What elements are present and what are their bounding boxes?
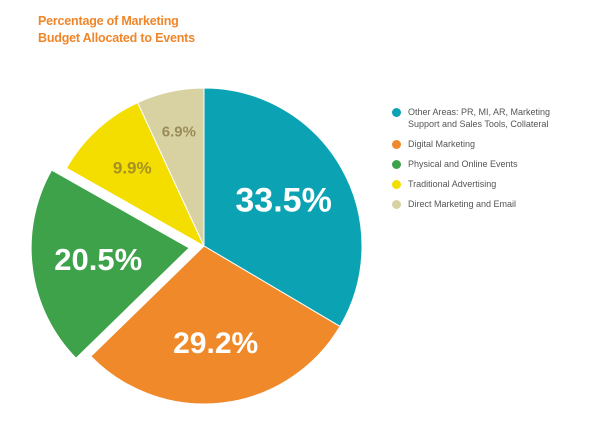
legend-label-1: Other Areas: PR, MI, AR, Marketing Suppor…	[408, 106, 550, 130]
slice-label-3: 20.5%	[54, 242, 142, 277]
legend-item-2: Digital Marketing	[392, 138, 597, 150]
pie-slice-3	[30, 169, 190, 359]
chart-title-line-1: Percentage of Marketing	[38, 14, 179, 28]
legend-swatch-4	[392, 180, 401, 189]
legend-label-4: Traditional Advertising	[408, 178, 496, 190]
slice-label-5: 6.9%	[162, 123, 196, 140]
legend-item-4: Traditional Advertising	[392, 178, 597, 190]
legend-item-5: Direct Marketing and Email	[392, 198, 597, 210]
legend-item-3: Physical and Online Events	[392, 158, 597, 170]
legend: Other Areas: PR, MI, AR, Marketing Suppor…	[392, 106, 597, 218]
slice-label-4: 9.9%	[113, 159, 152, 178]
chart-title: Percentage of Marketing Budget Allocated…	[38, 13, 258, 47]
legend-label-line: Support and Sales Tools, Collateral	[408, 119, 549, 129]
legend-label-line: Traditional Advertising	[408, 179, 497, 189]
pie-slice-1	[203, 87, 363, 328]
legend-swatch-5	[392, 200, 401, 209]
legend-label-3: Physical and Online Events	[408, 158, 518, 170]
legend-swatch-2	[392, 140, 401, 149]
legend-swatch-3	[392, 160, 401, 169]
slice-label-2: 29.2%	[173, 327, 258, 360]
legend-label-line: Digital Marketing	[408, 139, 476, 149]
legend-label-line: Direct Marketing and Email	[408, 199, 517, 209]
pie-slice-2	[90, 245, 341, 405]
legend-label-line: Physical and Online Events	[408, 159, 518, 169]
slice-label-1: 33.5%	[235, 182, 331, 220]
pie-slice-5	[136, 87, 205, 247]
legend-label-line: Other Areas: PR, MI, AR, Marketing	[408, 107, 551, 117]
legend-swatch-1	[392, 108, 401, 117]
legend-label-5: Direct Marketing and Email	[408, 198, 516, 210]
legend-item-1: Other Areas: PR, MI, AR, Marketing Suppor…	[392, 106, 597, 130]
chart-title-line-2: Budget Allocated to Events	[38, 31, 195, 45]
legend-label-2: Digital Marketing	[408, 138, 475, 150]
pie-slice-4	[65, 101, 206, 248]
